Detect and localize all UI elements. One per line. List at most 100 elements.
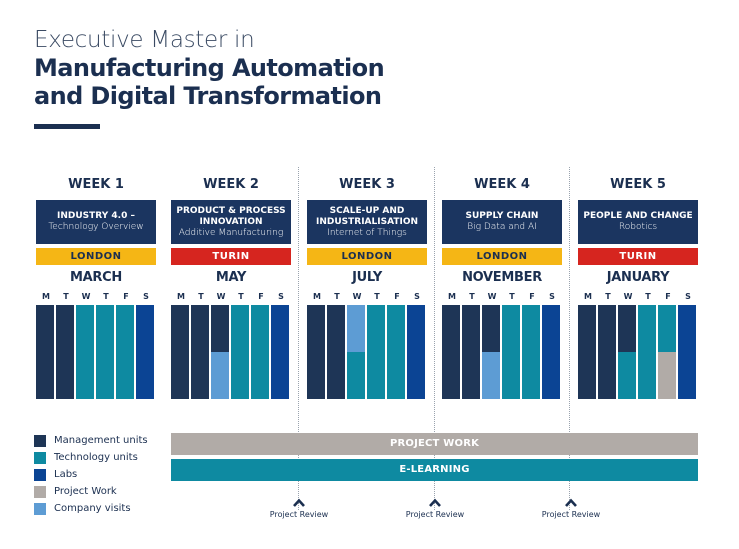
project-review-label: Project Review: [541, 510, 601, 519]
technology-segment: [347, 352, 365, 399]
week-label: WEEK 4: [474, 177, 530, 192]
week-location: LONDON: [442, 248, 562, 265]
technology-segment: [502, 305, 520, 399]
management-segment: [56, 305, 74, 399]
day-letter: F: [123, 292, 129, 301]
management-segment: [482, 305, 500, 352]
day-column: [598, 305, 616, 399]
day-letter: W: [487, 292, 497, 301]
e-learning-bar: E-LEARNING: [171, 459, 698, 481]
day-letter: T: [509, 292, 515, 301]
day-column: [191, 305, 209, 399]
day-column: [442, 305, 460, 399]
day-letter: T: [103, 292, 109, 301]
week-topic-box: PRODUCT & PROCESS INNOVATION Additive Manu…: [171, 200, 291, 244]
project-review-label: Project Review: [405, 510, 465, 519]
week-topic-box: INDUSTRY 4.0 – Technology Overview: [36, 200, 156, 244]
week-month: NOVEMBER: [462, 270, 542, 285]
day-letter: T: [469, 292, 475, 301]
day-letter: W: [216, 292, 226, 301]
project-review-marker: Project Review: [259, 498, 339, 519]
legend-item-company: Company visits: [34, 500, 148, 517]
week-column-3: WEEK 3 SCALE-UP AND INDUSTRIALISATION Inter…: [307, 177, 427, 399]
project-review-label: Project Review: [269, 510, 329, 519]
day-letter: S: [549, 292, 555, 301]
day-column: [638, 305, 656, 399]
day-letter: T: [198, 292, 204, 301]
week-subtitle: Internet of Things: [327, 227, 407, 238]
week-topic: INDUSTRIALISATION: [315, 216, 419, 227]
labs-segment: [407, 305, 425, 399]
day-letter: T: [645, 292, 651, 301]
week-topic: INNOVATION: [199, 216, 263, 227]
chevron-up-icon: [293, 498, 305, 507]
technology-segment: [76, 305, 94, 399]
chevron-up-icon: [565, 498, 577, 507]
legend-swatch: [34, 485, 46, 498]
labs-segment: [678, 305, 696, 399]
day-column: [367, 305, 385, 399]
management-segment: [462, 305, 480, 399]
title-line-1: Executive Master in: [34, 27, 255, 53]
legend-swatch: [34, 434, 46, 447]
title-line-3: and Digital Transformation: [34, 82, 382, 110]
week-location: TURIN: [578, 248, 698, 265]
management-segment: [171, 305, 189, 399]
week-location: LONDON: [307, 248, 427, 265]
company-segment: [347, 305, 365, 352]
labs-segment: [271, 305, 289, 399]
legend-swatch: [34, 451, 46, 464]
technology-segment: [618, 352, 636, 399]
week-topic: INDUSTRY 4.0 –: [57, 211, 135, 221]
day-letter: M: [177, 292, 185, 301]
week-month: JULY: [352, 270, 382, 285]
week-topic: PRODUCT & PROCESS: [176, 205, 286, 216]
day-column: [116, 305, 134, 399]
day-column: [618, 305, 636, 399]
day-column: [327, 305, 345, 399]
week-month: MARCH: [70, 270, 122, 285]
legend-label: Technology units: [54, 452, 138, 463]
day-letter: S: [143, 292, 149, 301]
day-column: [136, 305, 154, 399]
week-topic-box: PEOPLE AND CHANGE Robotics: [578, 200, 698, 244]
technology-segment: [522, 305, 540, 399]
legend-swatch: [34, 502, 46, 515]
week-divider: [569, 167, 570, 510]
management-segment: [191, 305, 209, 399]
week-day-grid: [307, 305, 427, 399]
day-letter: W: [352, 292, 362, 301]
week-label: WEEK 3: [339, 177, 395, 192]
day-column: [522, 305, 540, 399]
day-letter: F: [258, 292, 264, 301]
day-column: [462, 305, 480, 399]
day-column: [307, 305, 325, 399]
day-column: [578, 305, 596, 399]
day-column: [96, 305, 114, 399]
day-column: [171, 305, 189, 399]
technology-segment: [367, 305, 385, 399]
week-day-grid: [578, 305, 698, 399]
day-column: [76, 305, 94, 399]
labs-segment: [136, 305, 154, 399]
day-column: [658, 305, 676, 399]
day-letter: T: [238, 292, 244, 301]
week-subtitle: Technology Overview: [48, 222, 144, 232]
technology-segment: [116, 305, 134, 399]
day-letter: S: [414, 292, 420, 301]
day-letter: M: [313, 292, 321, 301]
week-subtitle: Additive Manufacturing: [178, 227, 284, 238]
management-segment: [442, 305, 460, 399]
title-line-2: Manufacturing Automation: [34, 54, 385, 82]
week-label: WEEK 1: [68, 177, 124, 192]
week-location: TURIN: [171, 248, 291, 265]
week-divider: [298, 167, 299, 510]
day-column: [36, 305, 54, 399]
legend-label: Management units: [54, 435, 148, 446]
legend-label: Project Work: [54, 486, 117, 497]
week-column-4: WEEK 4 SUPPLY CHAIN Big Data and AI LONDON N…: [442, 177, 562, 399]
day-column: [482, 305, 500, 399]
day-letter: M: [584, 292, 592, 301]
management-segment: [327, 305, 345, 399]
